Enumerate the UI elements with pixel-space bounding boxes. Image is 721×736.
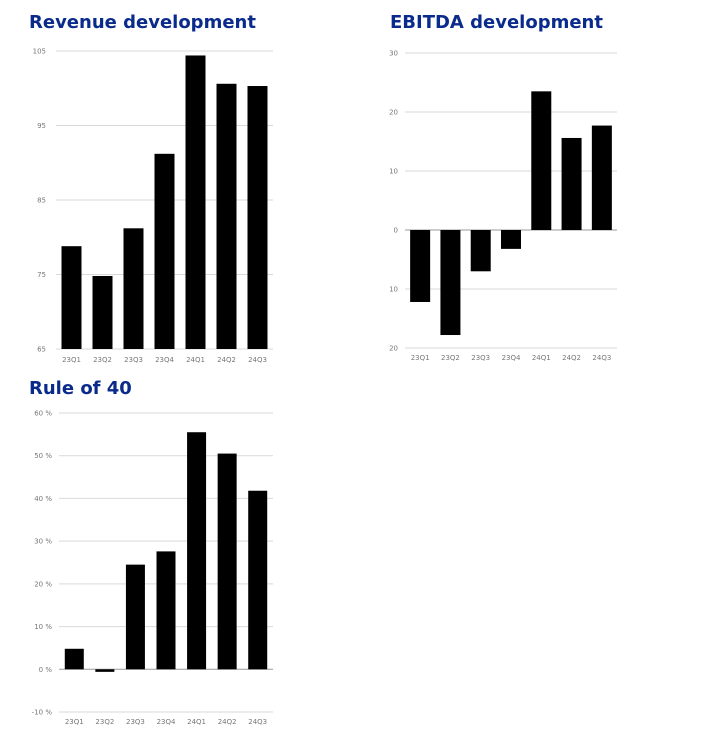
ebitda-category-label: 23Q4 xyxy=(502,354,521,362)
rule40-chart-title: Rule of 40 xyxy=(29,378,132,399)
rule40-bar-23Q2 xyxy=(95,669,115,672)
rule40-chart: -10 % 0 % 10 % 20 % 30 % 40 % 50 % 60 % 23Q1 23Q2… xyxy=(32,410,273,726)
revenue-bar-23Q4 xyxy=(154,153,175,349)
ebitda-category-label: 24Q2 xyxy=(562,354,581,362)
rule40-category-label: 23Q2 xyxy=(95,718,114,726)
rule40-ytick-label: 60 % xyxy=(34,410,52,418)
ebitda-category-label: 23Q2 xyxy=(441,354,460,362)
rule40-ytick-label: 50 % xyxy=(34,452,52,460)
revenue-category-label: 24Q1 xyxy=(186,356,205,364)
revenue-category-label: 23Q2 xyxy=(93,356,112,364)
rule40-ytick-label: -10 % xyxy=(32,709,53,717)
revenue-category-label: 23Q4 xyxy=(155,356,174,364)
ebitda-bar-23Q1 xyxy=(410,230,431,302)
revenue-ytick-label: 95 xyxy=(37,122,46,130)
ebitda-bar-23Q3 xyxy=(470,230,491,272)
rule40-category-label: 23Q1 xyxy=(65,718,84,726)
rule40-ytick-label: 10 % xyxy=(34,623,52,631)
rule40-ytick-label: 0 % xyxy=(39,666,53,674)
rule40-ytick-label: 30 % xyxy=(34,538,52,546)
revenue-chart: 65 75 85 95 105 23Q1 23Q2 23Q3 23Q4 24Q1 24Q2 24Q3 xyxy=(33,48,273,364)
rule40-category-label: 23Q4 xyxy=(157,718,176,726)
revenue-category-label: 24Q2 xyxy=(217,356,236,364)
revenue-bar-24Q1 xyxy=(185,55,206,349)
ebitda-bar-24Q1 xyxy=(531,91,552,230)
ebitda-category-label: 24Q1 xyxy=(532,354,551,362)
revenue-bar-23Q1 xyxy=(61,246,82,349)
ebitda-category-label: 24Q3 xyxy=(592,354,611,362)
ebitda-bar-24Q2 xyxy=(561,137,582,230)
revenue-ytick-label: 85 xyxy=(37,197,46,205)
rule40-bar-24Q2 xyxy=(217,453,237,670)
ebitda-ytick-label: 10 xyxy=(389,286,398,294)
ebitda-category-label: 23Q1 xyxy=(411,354,430,362)
rule40-category-label: 24Q3 xyxy=(248,718,267,726)
ebitda-chart-panel: EBITDA development 20 10 0 10 20 30 23Q1 23Q2 23… xyxy=(360,0,721,370)
rule40-category-label: 23Q3 xyxy=(126,718,145,726)
ebitda-category-label: 23Q3 xyxy=(471,354,490,362)
ebitda-ytick-label: 30 xyxy=(389,50,398,58)
ebitda-ytick-label: 20 xyxy=(389,345,398,353)
ebitda-bar-23Q4 xyxy=(501,230,521,249)
revenue-chart-panel: Revenue development 65 75 85 95 105 23Q1 23Q2 2… xyxy=(0,0,360,370)
rule40-ytick-label: 20 % xyxy=(34,580,52,588)
ebitda-chart-title: EBITDA development xyxy=(390,12,603,33)
rule40-category-label: 24Q1 xyxy=(187,718,206,726)
revenue-ytick-label: 75 xyxy=(37,271,46,279)
revenue-chart-title: Revenue development xyxy=(29,12,256,33)
ebitda-bar-23Q2 xyxy=(440,230,461,336)
revenue-ytick-label: 105 xyxy=(33,48,46,56)
ebitda-ytick-label: 20 xyxy=(389,109,398,117)
revenue-bar-24Q2 xyxy=(216,83,237,349)
ebitda-bar-24Q3 xyxy=(591,125,612,230)
ebitda-chart: 20 10 0 10 20 30 23Q1 23Q2 23Q3 23Q4 24Q1 24Q2 24Q3 xyxy=(389,50,617,362)
revenue-bar-24Q3 xyxy=(247,86,268,349)
revenue-category-label: 23Q1 xyxy=(62,356,81,364)
ebitda-ytick-label: 10 xyxy=(389,168,398,176)
revenue-ytick-label: 65 xyxy=(37,346,46,354)
rule40-bar-24Q1 xyxy=(187,432,207,670)
revenue-bar-23Q3 xyxy=(123,228,144,349)
rule40-category-label: 24Q2 xyxy=(218,718,237,726)
rule40-bar-23Q3 xyxy=(125,564,145,670)
rule40-bar-23Q4 xyxy=(156,551,176,670)
ebitda-ytick-label: 0 xyxy=(394,227,398,235)
rule40-bar-23Q1 xyxy=(64,648,84,670)
rule40-ytick-label: 40 % xyxy=(34,495,52,503)
revenue-bar-23Q2 xyxy=(92,275,113,349)
revenue-category-label: 23Q3 xyxy=(124,356,143,364)
rule40-chart-panel: Rule of 40 -10 % 0 % 10 % 20 % 30 % 40 % 50 % 6… xyxy=(0,370,360,736)
rule40-bar-24Q3 xyxy=(248,490,268,670)
revenue-category-label: 24Q3 xyxy=(248,356,267,364)
